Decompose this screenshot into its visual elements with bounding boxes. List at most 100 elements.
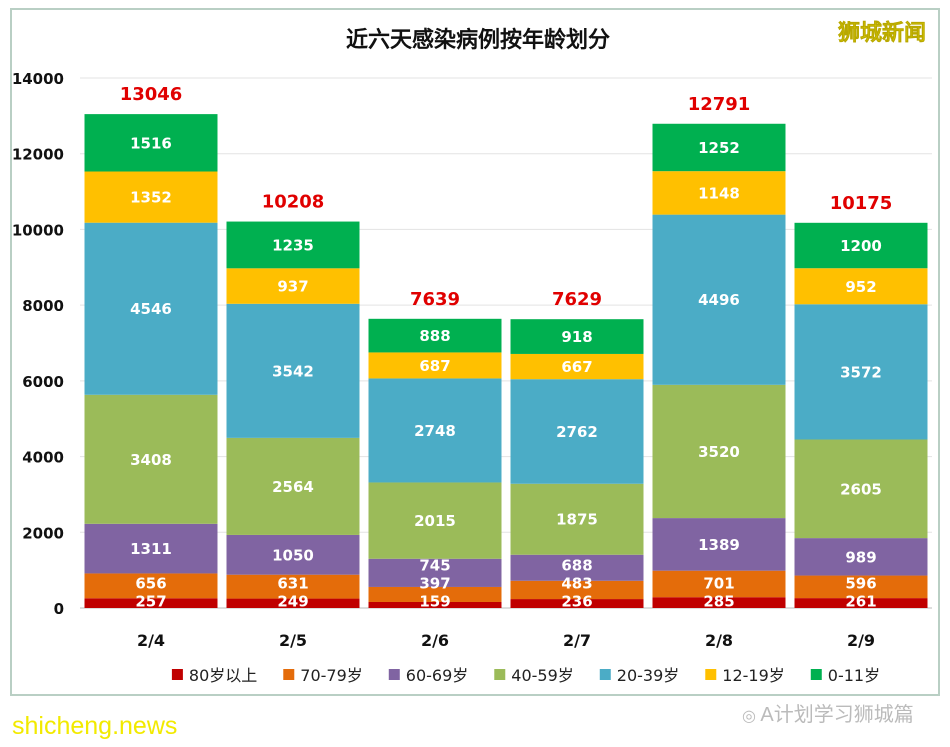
bar-segment [84, 598, 218, 608]
bar-segment [226, 268, 360, 304]
data-label: 596 [845, 575, 876, 593]
data-label: 1352 [130, 189, 172, 207]
data-label: 888 [419, 327, 450, 345]
site-watermark: shicheng.news [12, 712, 178, 740]
data-label: 1875 [556, 511, 598, 529]
bar-segment [84, 523, 218, 574]
bar-segment [84, 114, 218, 172]
bar-segment [368, 586, 502, 602]
total-label: 10208 [262, 192, 325, 213]
y-tick-label: 14000 [12, 70, 64, 88]
x-tick-label: 2/6 [421, 631, 449, 650]
bar-segment [84, 171, 218, 223]
legend-label: 80岁以上 [189, 666, 257, 685]
bar-segment [226, 437, 360, 535]
bar-segment [794, 575, 928, 599]
y-tick-label: 2000 [22, 524, 64, 542]
bar-segment [368, 558, 502, 587]
bar-segment [652, 570, 786, 598]
total-label: 13046 [120, 84, 183, 105]
legend-label: 40-59岁 [511, 666, 574, 685]
legend-swatch [494, 669, 506, 680]
data-label: 656 [135, 575, 166, 593]
bar-segment [510, 379, 644, 484]
wechat-icon: ◎ [742, 708, 761, 725]
bar-segment [652, 384, 786, 519]
bar-segment [794, 268, 928, 305]
bar-segment [510, 599, 644, 608]
bar-segment [794, 598, 928, 608]
data-label: 4496 [698, 291, 740, 309]
data-label: 745 [419, 557, 450, 575]
data-label: 2605 [840, 480, 882, 498]
data-label: 285 [703, 593, 734, 611]
data-label: 667 [561, 358, 592, 376]
x-tick-label: 2/5 [279, 631, 307, 650]
data-label: 2564 [272, 478, 314, 496]
total-label: 7639 [410, 289, 460, 310]
bar-segment [368, 378, 502, 483]
legend-swatch [599, 669, 611, 680]
bar-segment [226, 221, 360, 269]
data-label: 631 [277, 575, 308, 593]
bar-segment [510, 554, 644, 581]
bar-segment [794, 538, 928, 576]
y-tick-label: 12000 [12, 146, 64, 164]
x-tick-label: 2/8 [705, 631, 733, 650]
y-tick-label: 8000 [22, 297, 64, 315]
data-label: 236 [561, 593, 592, 611]
data-label: 952 [845, 278, 876, 296]
bar-segment [226, 574, 360, 599]
legend-swatch [705, 669, 717, 680]
data-label: 1311 [130, 540, 172, 558]
legend-swatch [388, 669, 400, 680]
bar-segment [794, 439, 928, 539]
data-label: 688 [561, 557, 592, 575]
bar-segment [652, 171, 786, 215]
data-label: 257 [135, 593, 166, 611]
legend-label: 20-39岁 [617, 666, 680, 685]
bar-segment [84, 394, 218, 524]
bar-segment [368, 352, 502, 379]
bar-segment [794, 304, 928, 440]
legend-label: 12-19岁 [722, 666, 785, 685]
data-label: 687 [419, 357, 450, 375]
bar-segment [652, 123, 786, 172]
x-tick-label: 2/4 [137, 631, 165, 650]
data-label: 1235 [272, 236, 314, 254]
data-label: 989 [845, 548, 876, 566]
data-label: 2762 [556, 423, 598, 441]
y-tick-label: 0 [54, 600, 64, 618]
data-label: 261 [845, 593, 876, 611]
data-label: 1252 [698, 139, 740, 157]
bar-segment [652, 597, 786, 608]
y-tick-label: 6000 [22, 373, 64, 391]
data-label: 1516 [130, 134, 172, 152]
bar-segment [510, 319, 644, 354]
chart-title: 近六天感染病例按年龄划分 [346, 27, 610, 53]
x-tick-label: 2/9 [847, 631, 875, 650]
bar-segment [84, 222, 218, 395]
data-label: 4546 [130, 300, 172, 318]
legend-label: 0-11岁 [828, 666, 880, 685]
x-tick-label: 2/7 [563, 631, 591, 650]
bar-segment [652, 214, 786, 385]
legend-swatch [171, 669, 183, 680]
data-label: 2015 [414, 512, 456, 530]
logo: 狮城新闻 [838, 20, 926, 46]
legend-label: 60-69岁 [406, 666, 469, 685]
wechat-watermark-text: A计划学习狮城篇 [760, 704, 914, 726]
bar-segment [652, 518, 786, 571]
data-label: 3520 [698, 443, 740, 461]
bar-segment [510, 580, 644, 600]
bar-segment [368, 318, 502, 353]
bar-segment [510, 353, 644, 380]
wechat-watermark: ◎ A计划学习狮城篇 [742, 698, 914, 727]
chart-frame [10, 8, 940, 696]
data-label: 1389 [698, 536, 740, 554]
bar-segment [84, 573, 218, 599]
bar-segment [226, 534, 360, 575]
data-label: 3542 [272, 362, 314, 380]
data-label: 397 [419, 575, 450, 593]
bar-segment [368, 482, 502, 559]
